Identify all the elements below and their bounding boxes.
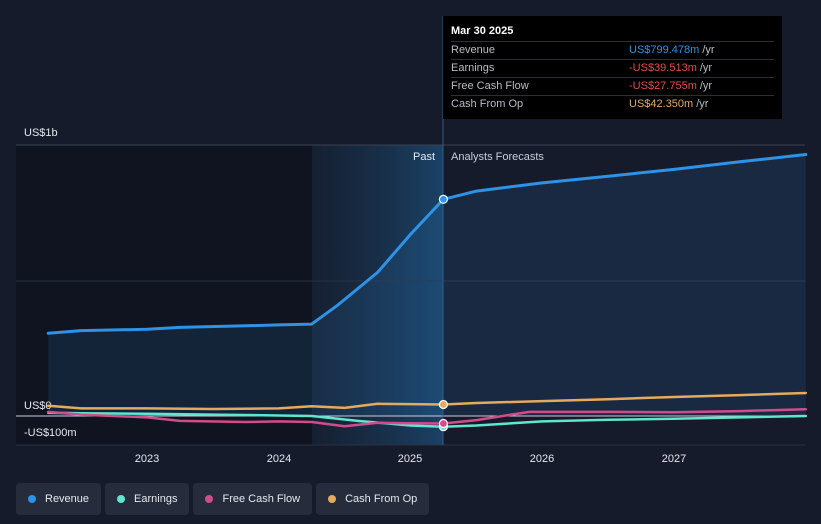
- tooltip-label: Cash From Op: [451, 98, 524, 110]
- legend-label: Revenue: [45, 493, 90, 505]
- legend-item-revenue[interactable]: Revenue: [16, 483, 102, 515]
- past-dark-region: [16, 145, 312, 445]
- tooltip-unit: /yr: [699, 80, 713, 92]
- marker-free-cash-flow: [438, 418, 448, 429]
- x-tick-2027: 2027: [662, 453, 686, 465]
- legend-item-earnings[interactable]: Earnings: [105, 483, 190, 515]
- marker-revenue: [438, 194, 448, 204]
- legend: Revenue Earnings Free Cash Flow Cash Fro…: [16, 483, 430, 515]
- tooltip-date: Mar 30 2025: [451, 25, 514, 37]
- tooltip-panel: Mar 30 2025 Revenue US$799.478m /yr Earn…: [443, 16, 782, 119]
- past-highlight-region: [312, 145, 443, 445]
- legend-dot-icon: [28, 495, 36, 503]
- legend-label: Earnings: [134, 493, 178, 505]
- tooltip-row-revenue: Revenue US$799.478m /yr: [451, 41, 774, 59]
- tooltip-label: Earnings: [451, 62, 495, 74]
- legend-label: Cash From Op: [345, 493, 418, 505]
- tooltip-unit: /yr: [702, 44, 715, 56]
- x-tick-2026: 2026: [530, 453, 554, 465]
- legend-item-free-cash-flow[interactable]: Free Cash Flow: [193, 483, 313, 515]
- legend-dot-icon: [205, 495, 214, 503]
- x-tick-2025: 2025: [398, 453, 422, 465]
- tooltip-value: -US$39.513m: [629, 62, 697, 74]
- x-tick-2023: 2023: [135, 453, 159, 465]
- y-label-top: US$1b: [24, 127, 58, 139]
- y-label-bottom: -US$100m: [24, 427, 77, 439]
- tooltip-row-cash-from-op: Cash From Op US$42.350m /yr: [451, 95, 774, 113]
- tooltip-row-free-cash-flow: Free Cash Flow -US$27.755m /yr: [451, 77, 774, 95]
- marker-cash-from-op: [438, 399, 448, 410]
- series-line-cash-from-op: [46, 391, 808, 411]
- forecast-label: Analysts Forecasts: [451, 151, 544, 163]
- x-tick-2024: 2024: [267, 453, 291, 465]
- revenue-area: [48, 154, 806, 416]
- past-label: Past: [413, 151, 435, 163]
- tooltip-label: Free Cash Flow: [451, 80, 529, 92]
- series-line-free-cash-flow: [46, 407, 808, 428]
- tooltip-label: Revenue: [451, 44, 496, 56]
- tooltip-value: US$42.350m: [629, 98, 694, 110]
- legend-dot-icon: [328, 495, 337, 503]
- tooltip-unit: /yr: [699, 62, 713, 74]
- tooltip-value: US$799.478m: [629, 44, 700, 56]
- series-line-revenue: [46, 153, 808, 335]
- tooltip-value: -US$27.755m: [629, 80, 697, 92]
- legend-item-cash-from-op[interactable]: Cash From Op: [316, 483, 430, 515]
- legend-label: Free Cash Flow: [222, 493, 301, 505]
- series-line-earnings: [46, 411, 808, 428]
- tooltip-row-earnings: Earnings -US$39.513m /yr: [451, 59, 774, 77]
- tooltip-unit: /yr: [696, 98, 709, 110]
- y-label-zero: US$0: [24, 400, 52, 412]
- legend-dot-icon: [117, 495, 126, 503]
